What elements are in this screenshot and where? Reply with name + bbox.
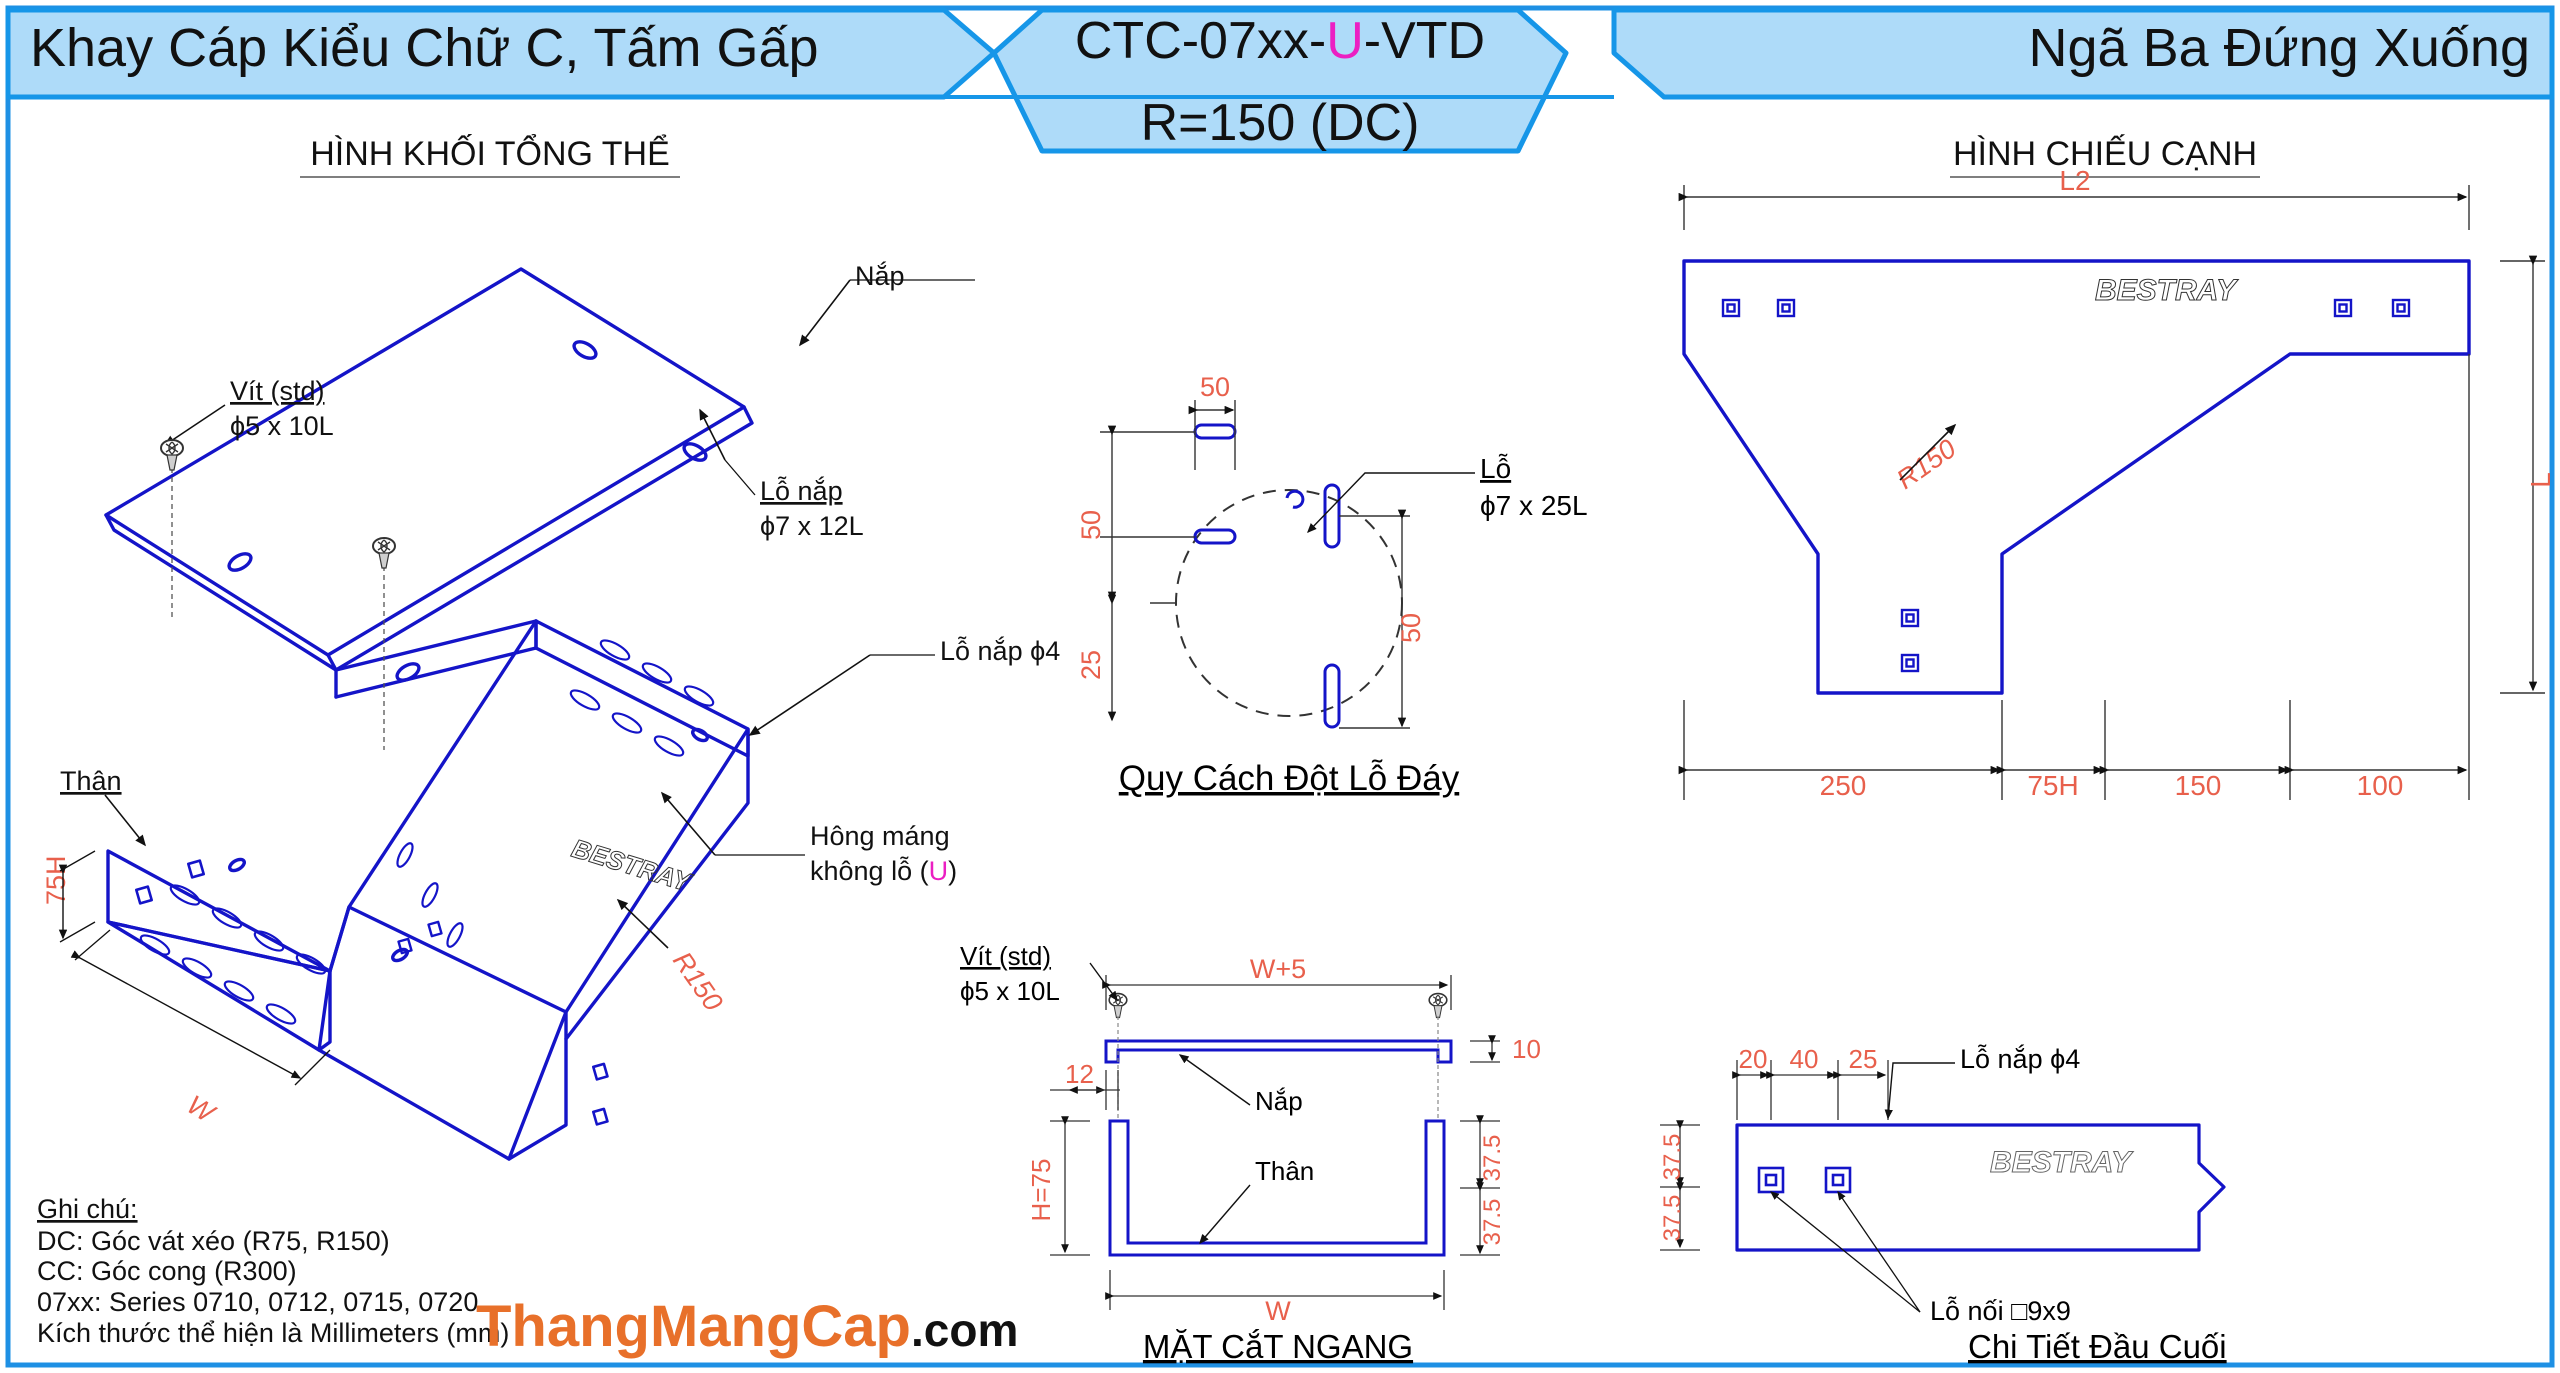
svg-text:50: 50: [1396, 613, 1426, 643]
svg-text:150: 150: [2175, 770, 2222, 801]
svg-text:CTC-07xx-U-VTD: CTC-07xx-U-VTD: [1075, 12, 1485, 70]
svg-text:ϕ5 x 10L: ϕ5 x 10L: [230, 411, 334, 441]
svg-text:Lỗ nắp ϕ4: Lỗ nắp ϕ4: [940, 635, 1060, 666]
svg-text:Ghi chú:: Ghi chú:: [37, 1194, 138, 1224]
svg-text:Chi Tiết Đầu Cuối: Chi Tiết Đầu Cuối: [1968, 1328, 2227, 1365]
svg-text:40: 40: [1790, 1044, 1819, 1074]
svg-text:Quy Cách Đột Lỗ Đáy: Quy Cách Đột Lỗ Đáy: [1119, 759, 1460, 798]
svg-text:HÌNH KHỐI TỔNG THỂ: HÌNH KHỐI TỔNG THỂ: [310, 134, 670, 173]
svg-text:L: L: [2525, 472, 2556, 488]
svg-text:12: 12: [1065, 1059, 1094, 1089]
svg-text:ϕ7 x 25L: ϕ7 x 25L: [1480, 490, 1588, 521]
svg-text:ϕ5 x 10L: ϕ5 x 10L: [960, 976, 1060, 1006]
svg-text:R=150 (DC): R=150 (DC): [1141, 94, 1420, 152]
svg-text:W+5: W+5: [1250, 954, 1306, 984]
svg-text:50: 50: [1076, 510, 1106, 540]
svg-text:không lỗ (U): không lỗ (U): [810, 855, 957, 886]
svg-text:25: 25: [1849, 1044, 1878, 1074]
svg-text:BESTRAY: BESTRAY: [2095, 274, 2239, 307]
svg-text:Ngã Ba Đứng Xuống: Ngã Ba Đứng Xuống: [2029, 18, 2530, 78]
svg-text:Hông máng: Hông máng: [810, 821, 950, 851]
svg-text:Nắp: Nắp: [1255, 1086, 1303, 1116]
svg-text:ThangMangCap.com: ThangMangCap.com: [476, 1294, 1018, 1359]
svg-text:37.5: 37.5: [1479, 1199, 1506, 1246]
svg-text:100: 100: [2357, 770, 2404, 801]
svg-text:BESTRAY: BESTRAY: [568, 833, 696, 898]
svg-text:R150: R150: [1891, 433, 1961, 495]
svg-text:Thân: Thân: [1255, 1156, 1314, 1186]
svg-text:L2: L2: [2059, 165, 2090, 196]
svg-text:50: 50: [1200, 372, 1230, 402]
svg-text:MẶT CắT NGANG: MẶT CắT NGANG: [1143, 1328, 1413, 1365]
svg-text:Nắp: Nắp: [855, 260, 905, 291]
svg-text:W: W: [1265, 1296, 1291, 1326]
svg-text:HÌNH CHIẾU CẠNH: HÌNH CHIẾU CẠNH: [1953, 135, 2257, 173]
svg-text:250: 250: [1820, 770, 1867, 801]
svg-text:ϕ7 x 12L: ϕ7 x 12L: [760, 511, 864, 541]
svg-text:W: W: [182, 1089, 221, 1129]
svg-text:37.5: 37.5: [1659, 1195, 1686, 1242]
svg-text:Thân: Thân: [60, 766, 122, 796]
svg-text:H=75: H=75: [1026, 1159, 1056, 1222]
svg-text:07xx: Series 0710, 0712, 0715,: 07xx: Series 0710, 0712, 0715, 0720: [37, 1287, 478, 1317]
svg-text:Vít (std): Vít (std): [960, 941, 1051, 971]
svg-text:CC: Góc cong (R300): CC: Góc cong (R300): [37, 1256, 297, 1286]
svg-text:DC: Góc vát xéo (R75, R150): DC: Góc vát xéo (R75, R150): [37, 1226, 390, 1256]
svg-text:Lỗ: Lỗ: [1480, 453, 1511, 484]
svg-text:Lỗ nắp: Lỗ nắp: [760, 475, 843, 506]
svg-text:Khay Cáp Kiểu Chữ C, Tấm Gấp: Khay Cáp Kiểu Chữ C, Tấm Gấp: [30, 18, 819, 78]
svg-text:Kích thước thể hiện là Millime: Kích thước thể hiện là Millimeters (mm): [37, 1318, 509, 1348]
svg-text:37.5: 37.5: [1479, 1135, 1506, 1182]
svg-text:75H: 75H: [41, 855, 71, 905]
svg-text:10: 10: [1512, 1034, 1541, 1064]
svg-text:Lỗ nối □9x9: Lỗ nối □9x9: [1930, 1295, 2071, 1326]
svg-text:25: 25: [1076, 650, 1106, 680]
svg-text:Lỗ nắp ϕ4: Lỗ nắp ϕ4: [1960, 1043, 2080, 1074]
svg-text:BESTRAY: BESTRAY: [1990, 1146, 2134, 1179]
svg-text:20: 20: [1739, 1044, 1768, 1074]
svg-text:75H: 75H: [2027, 770, 2078, 801]
svg-text:Vít (std): Vít (std): [230, 376, 325, 406]
svg-text:R150: R150: [667, 946, 729, 1016]
svg-text:37.5: 37.5: [1659, 1134, 1686, 1181]
